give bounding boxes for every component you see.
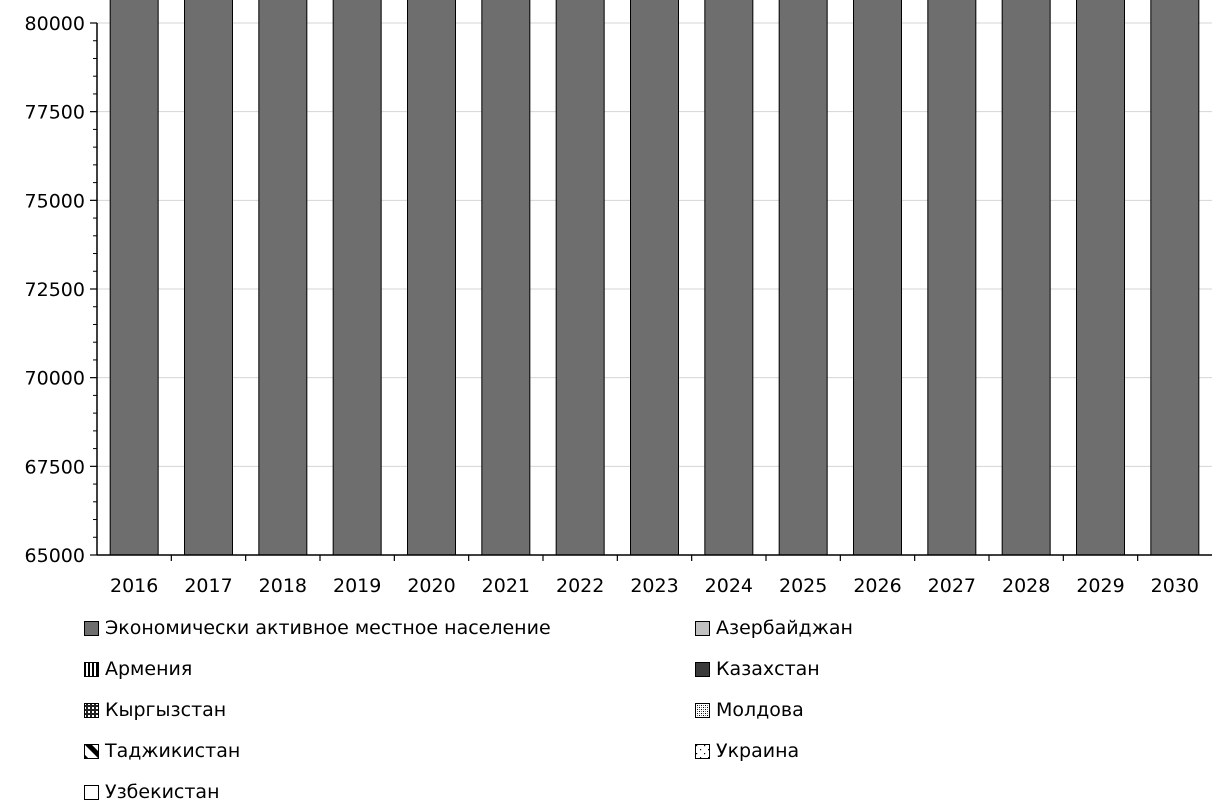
y-tick-label: 75000 <box>25 190 85 212</box>
x-tick-label-2025: 2025 <box>779 575 827 597</box>
x-tick-label-2017: 2017 <box>184 575 232 597</box>
bar-segment-2026-series-0 <box>853 0 902 556</box>
x-tick-label-2021: 2021 <box>482 575 530 597</box>
y-tick-label: 67500 <box>25 456 85 478</box>
y-tick-label: 80000 <box>25 13 85 35</box>
x-tick-label-2019: 2019 <box>333 575 381 597</box>
x-tick-label-2022: 2022 <box>556 575 604 597</box>
y-tick-label: 65000 <box>25 545 85 567</box>
bar-segment-2020-series-0 <box>407 0 456 556</box>
bar-segment-2030-series-0 <box>1150 0 1200 556</box>
x-tick-label-2029: 2029 <box>1076 575 1124 597</box>
bar-segment-2027-series-0 <box>927 0 977 556</box>
y-tick-label: 77500 <box>25 102 85 124</box>
y-tick-label: 70000 <box>25 368 85 390</box>
bar-segment-2028-series-0 <box>1001 0 1051 556</box>
bar-segment-2024-series-0 <box>704 0 754 556</box>
y-tick-label: 72500 <box>25 279 85 301</box>
x-tick-label-2023: 2023 <box>630 575 678 597</box>
x-tick-label-2027: 2027 <box>928 575 976 597</box>
bar-segment-2016-series-0 <box>109 0 159 556</box>
x-tick-label-2018: 2018 <box>259 575 307 597</box>
bar-segment-2019-series-0 <box>332 0 382 556</box>
bar-segment-2029-series-0 <box>1076 0 1125 556</box>
bar-segment-2025-series-0 <box>778 0 828 556</box>
bar-segment-2023-series-0 <box>630 0 679 556</box>
x-tick-label-2030: 2030 <box>1151 575 1199 597</box>
x-tick-label-2016: 2016 <box>110 575 158 597</box>
bars <box>109 0 1200 556</box>
axes: 65000 67500 70000 72500 75000 77500 80000 2016 2… <box>25 13 1212 597</box>
bar-segment-2021-series-0 <box>481 0 531 556</box>
x-tick-label-2026: 2026 <box>853 575 901 597</box>
x-tick-label-2028: 2028 <box>1002 575 1050 597</box>
bar-segment-2018-series-0 <box>258 0 308 556</box>
x-tick-label-2020: 2020 <box>407 575 455 597</box>
bar-segment-2017-series-0 <box>184 0 233 556</box>
x-tick-label-2024: 2024 <box>705 575 753 597</box>
bar-segment-2022-series-0 <box>555 0 605 556</box>
